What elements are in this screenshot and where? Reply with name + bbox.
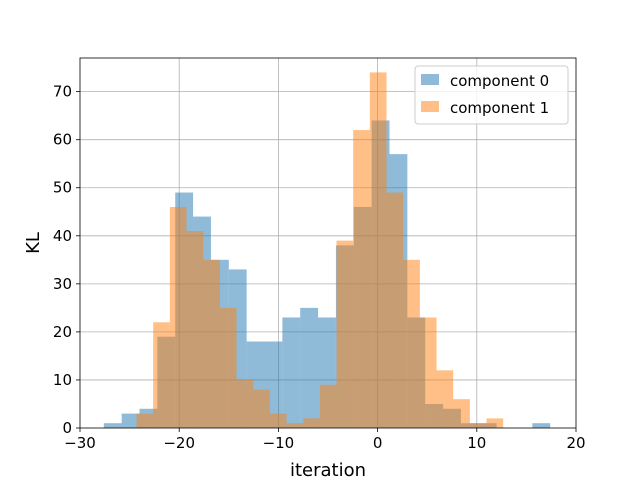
histogram-bar-component-1 [219, 307, 237, 428]
x-tick-label: −30 [64, 434, 96, 452]
legend-frame [414, 65, 569, 125]
legend-swatch-component-1 [421, 101, 439, 112]
histogram-bar-component-1 [336, 240, 354, 428]
legend: component 0 component 1 [414, 65, 569, 125]
histogram-bar-component-1 [236, 379, 254, 428]
histogram-bar-component-1 [153, 322, 170, 428]
histogram-bar-component-1 [303, 418, 320, 428]
legend-swatch-component-0 [421, 74, 439, 85]
histogram-bar-component-0 [103, 423, 122, 428]
histogram-bar-component-1 [353, 130, 370, 428]
histogram-bar-component-1 [419, 317, 437, 428]
y-axis-label: KL [23, 232, 44, 254]
legend-label-component-1: component 1 [450, 99, 549, 117]
histogram-bar-component-0 [282, 317, 301, 428]
histogram-bar-component-1 [319, 384, 337, 428]
y-tick-label: 30 [53, 275, 72, 293]
histogram-bar-component-1 [286, 423, 304, 428]
histogram-bar-component-1 [386, 192, 404, 428]
legend-label-component-0: component 0 [450, 72, 549, 90]
histogram-bar-component-1 [486, 418, 504, 428]
histogram-bars [103, 72, 551, 429]
y-tick-label: 10 [53, 371, 72, 389]
x-tick-label: −20 [163, 434, 195, 452]
histogram-bar-component-0 [121, 413, 140, 428]
y-tick-label: 20 [53, 323, 72, 341]
plot-frame [79, 57, 577, 429]
x-tick-label: 20 [566, 434, 585, 452]
histogram-bar-component-1 [253, 389, 270, 428]
x-axis-label: iteration [290, 460, 366, 480]
histogram-bar-component-1 [186, 230, 204, 428]
x-tick-label: −10 [263, 434, 295, 452]
histogram-bar-component-0 [300, 307, 319, 428]
histogram-bar-component-1 [369, 72, 387, 428]
x-tick-label: 10 [467, 434, 486, 452]
histogram-bar-component-1 [269, 413, 287, 428]
x-tick-label: 0 [373, 434, 383, 452]
y-tick-label: 0 [62, 419, 72, 437]
histogram-bar-component-1 [169, 206, 187, 428]
y-tick-label: 50 [53, 179, 72, 197]
histogram-bar-component-1 [136, 413, 154, 428]
y-tick-label: 70 [53, 83, 72, 101]
histogram-bar-component-1 [403, 259, 420, 428]
y-tick-label: 40 [53, 227, 72, 245]
histogram-bar-component-1 [436, 370, 454, 428]
axis-ticks: −30 −20 −10 0 10 20 0 10 20 30 40 50 60 70 [53, 83, 586, 452]
histogram-bar-component-1 [203, 259, 220, 428]
histogram-bar-component-0 [532, 423, 551, 428]
histogram-bar-component-1 [453, 399, 470, 428]
y-tick-label: 60 [53, 131, 72, 149]
histogram-bar-component-1 [469, 423, 487, 428]
